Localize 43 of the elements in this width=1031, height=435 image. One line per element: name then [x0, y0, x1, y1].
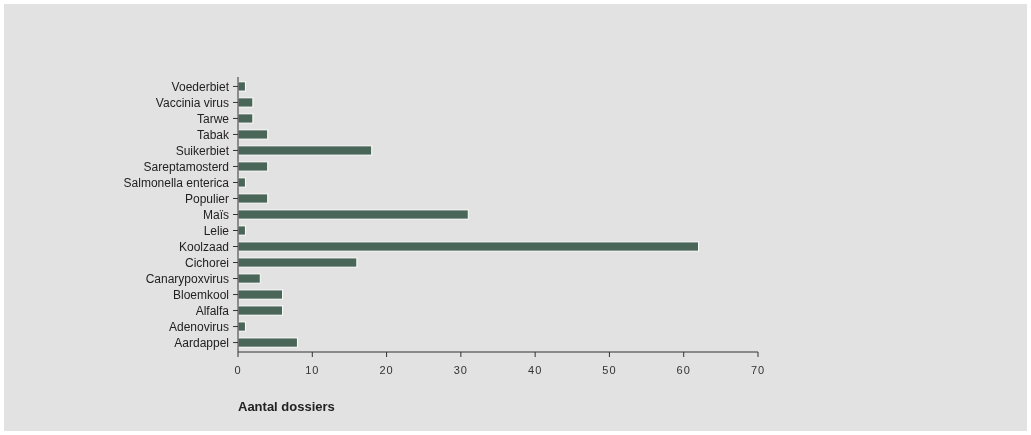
bar	[237, 209, 469, 220]
x-tick-label: 20	[379, 364, 394, 376]
y-tick-label: Maïs	[202, 207, 229, 222]
y-tick-label: Sareptamosterd	[143, 159, 229, 174]
y-tick-label: Lelie	[203, 223, 230, 238]
bar	[237, 273, 261, 284]
y-tick-label: Populier	[184, 191, 229, 206]
bar	[237, 129, 269, 140]
y-tick-label: Salmonella enterica	[123, 175, 230, 190]
bar	[237, 97, 254, 108]
x-tick-label: 60	[676, 364, 691, 376]
bar	[237, 113, 254, 124]
y-tick-label: Canarypoxvirus	[145, 271, 229, 286]
y-tick-label: Adenovirus	[168, 319, 229, 334]
y-tick-label: Alfalfa	[195, 303, 230, 318]
bar	[237, 193, 269, 204]
bar	[237, 161, 269, 172]
y-tick-label: Bloemkool	[172, 287, 229, 302]
y-tick-label: Koolzaad	[178, 239, 229, 254]
bar	[237, 241, 700, 252]
bar	[237, 321, 246, 332]
y-tick-label: Aardappel	[174, 335, 229, 350]
bar	[237, 81, 246, 92]
bar	[237, 289, 284, 300]
y-tick-label: Voederbiet	[171, 79, 230, 94]
bar	[237, 337, 298, 348]
x-tick-label: 30	[453, 364, 468, 376]
x-tick-label: 10	[305, 364, 320, 376]
x-tick-label: 50	[602, 364, 617, 376]
x-tick-label: 40	[528, 364, 543, 376]
x-axis-title: Aantal dossiers	[238, 399, 335, 414]
y-tick-label: Tarwe	[196, 111, 230, 126]
y-tick-label: Suikerbiet	[175, 143, 230, 158]
bar	[237, 145, 373, 156]
y-tick-label: Tabak	[196, 127, 230, 142]
bar	[237, 225, 246, 236]
y-tick-label: Cichorei	[184, 255, 229, 270]
y-tick-label: Vaccinia virus	[155, 95, 229, 110]
bar	[237, 257, 358, 268]
bar	[237, 177, 246, 188]
bar	[237, 305, 284, 316]
x-tick-label: 70	[750, 364, 766, 376]
x-tick-label: 0	[234, 364, 242, 376]
